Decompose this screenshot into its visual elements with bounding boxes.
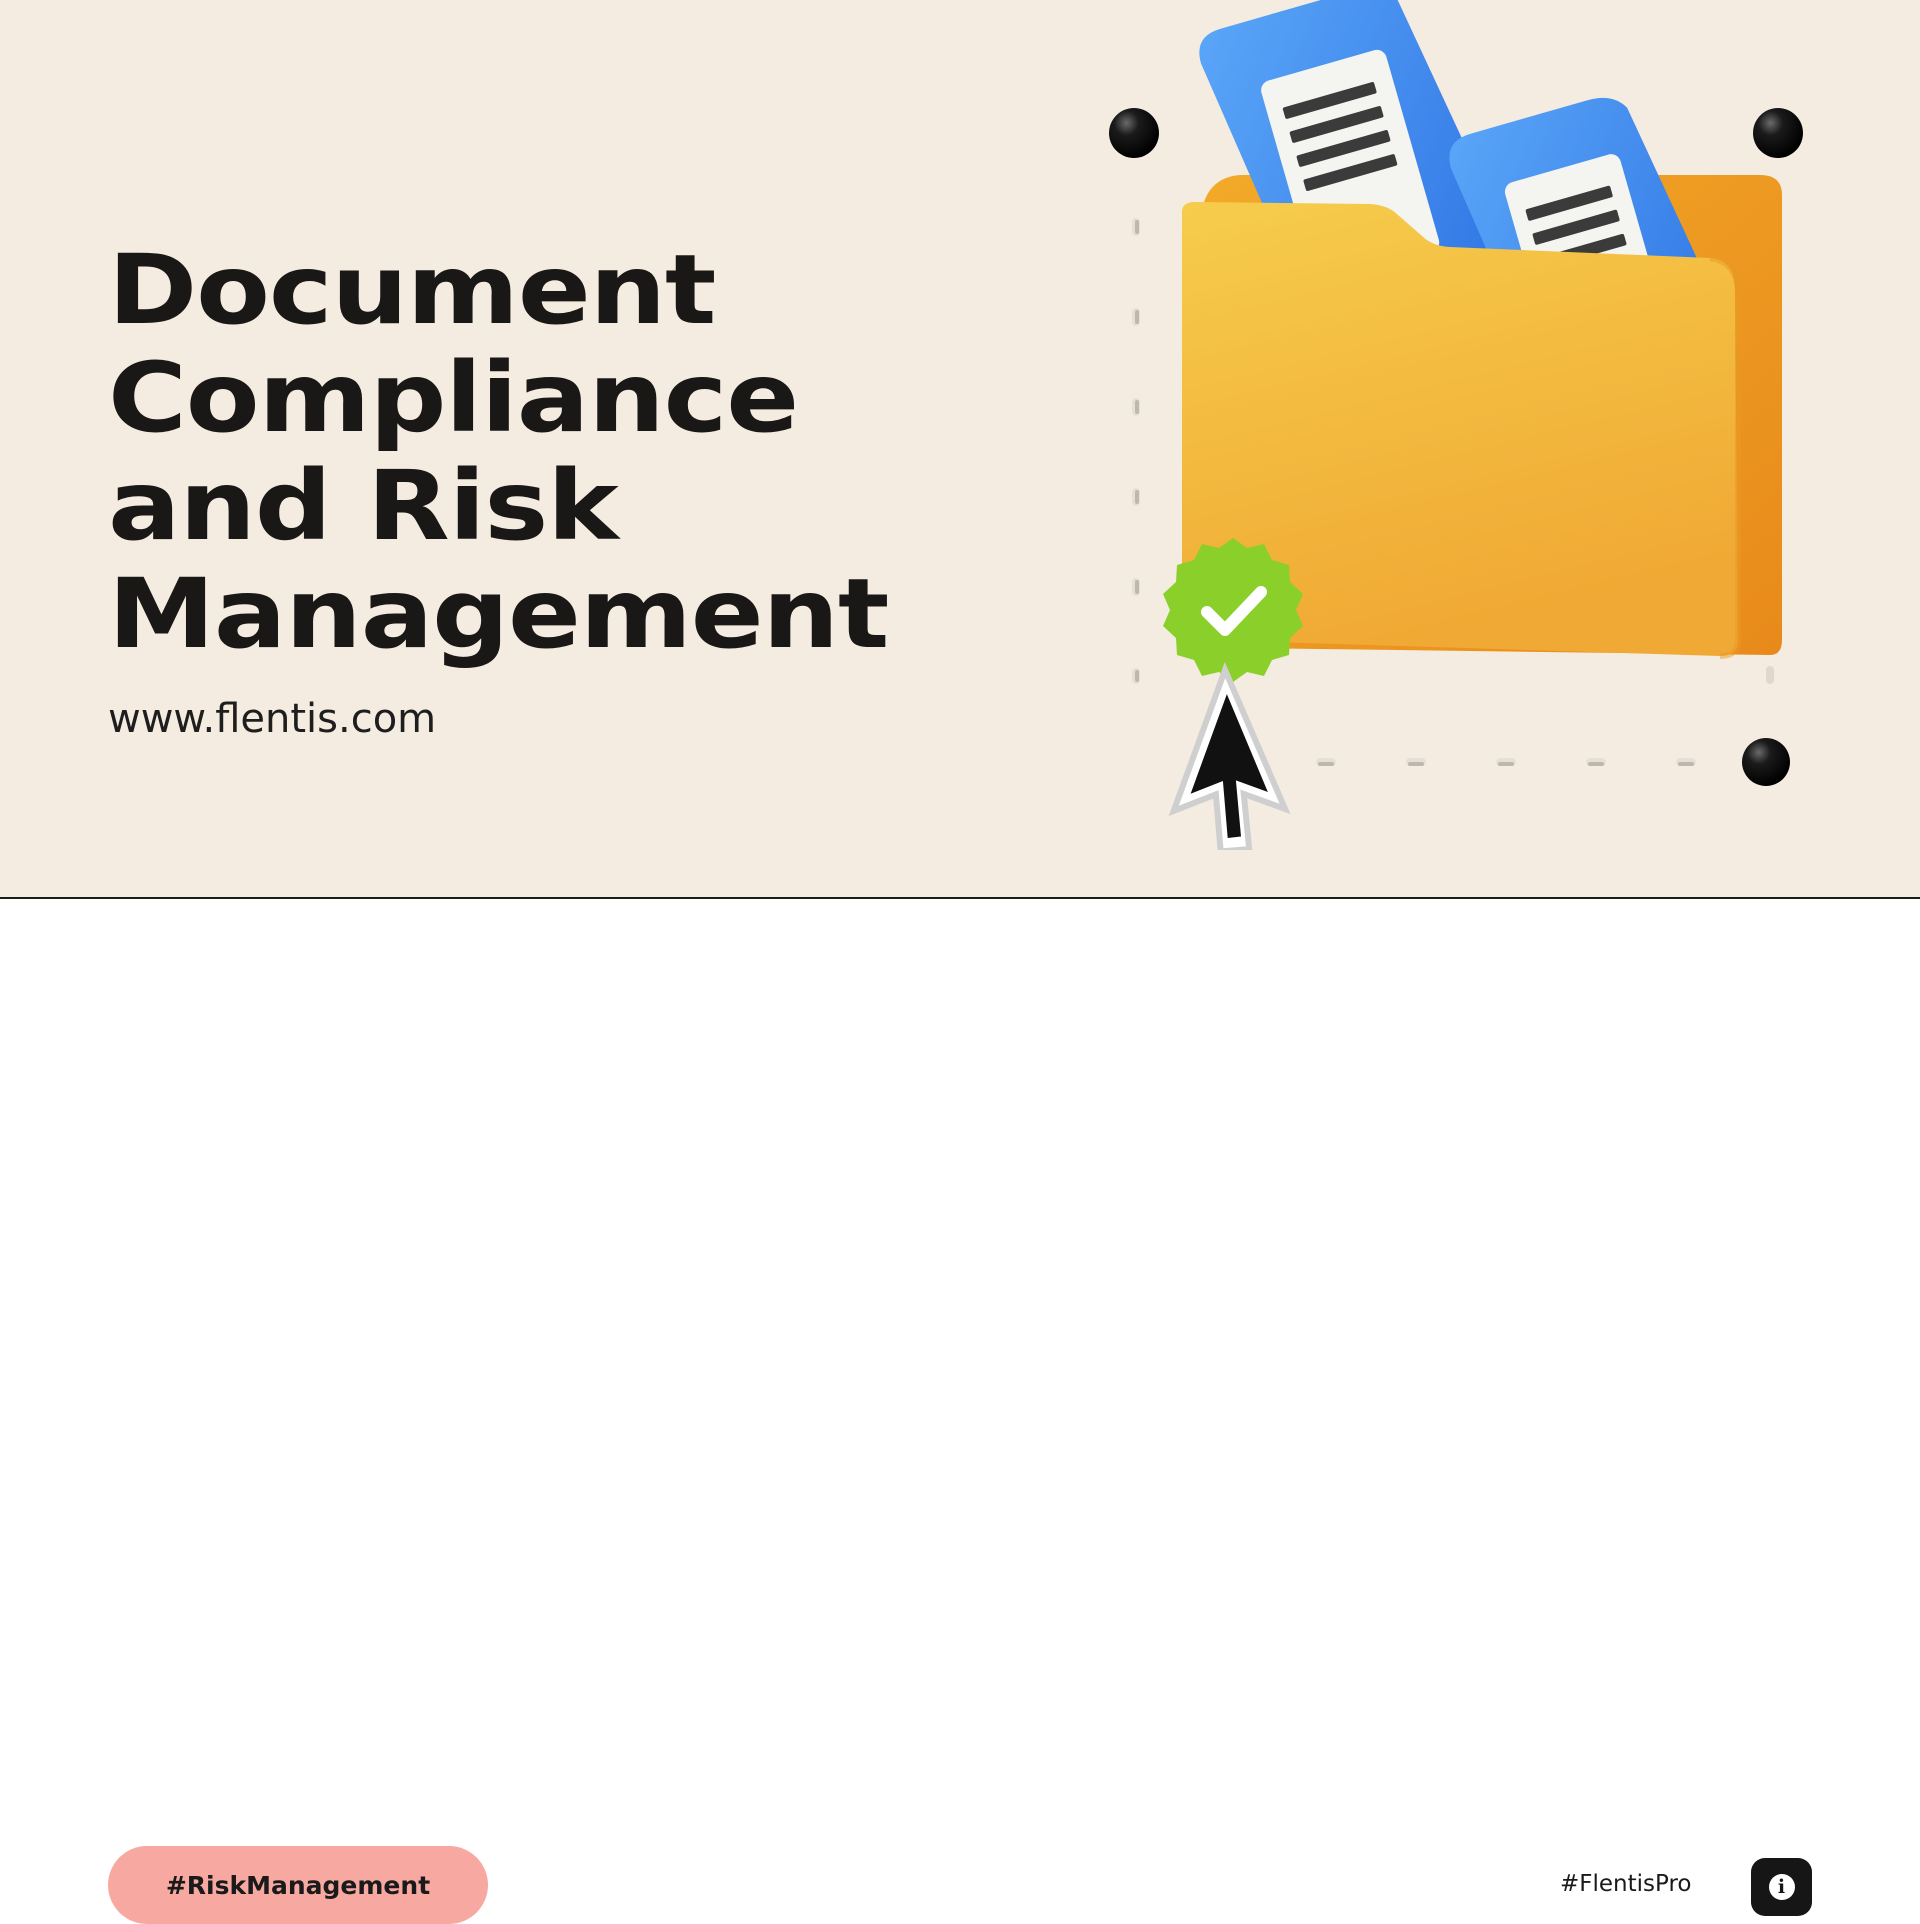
handle-top-left [1109,108,1159,158]
footer-bar: #RiskManagement #FlentisPro i [0,899,1920,1924]
cursor-arrow-icon [1168,661,1291,850]
selection-frame-shadow [1135,220,1772,766]
title-line-1: Document [108,234,716,346]
page-title: Document Compliance and Risk Management [108,234,889,670]
title-line-2: Compliance [108,342,799,454]
handle-bottom-right [1742,738,1790,786]
info-button[interactable]: i [1751,1858,1812,1916]
brand-handle: #FlentisPro [1560,1871,1692,1897]
hero-section: Document Compliance and Risk Management … [0,0,1920,898]
folder-illustration [1109,0,1803,850]
handle-top-right [1753,108,1803,158]
section-divider [0,897,1920,899]
title-line-4: Management [108,558,889,670]
title-line-3: and Risk [108,450,619,562]
hashtag-pill[interactable]: #RiskManagement [108,1846,488,1924]
info-icon: i [1768,1874,1795,1900]
folder-icon [1182,202,1738,656]
website-url: www.flentis.com [108,696,437,742]
checkmark-badge-icon [1163,538,1303,682]
